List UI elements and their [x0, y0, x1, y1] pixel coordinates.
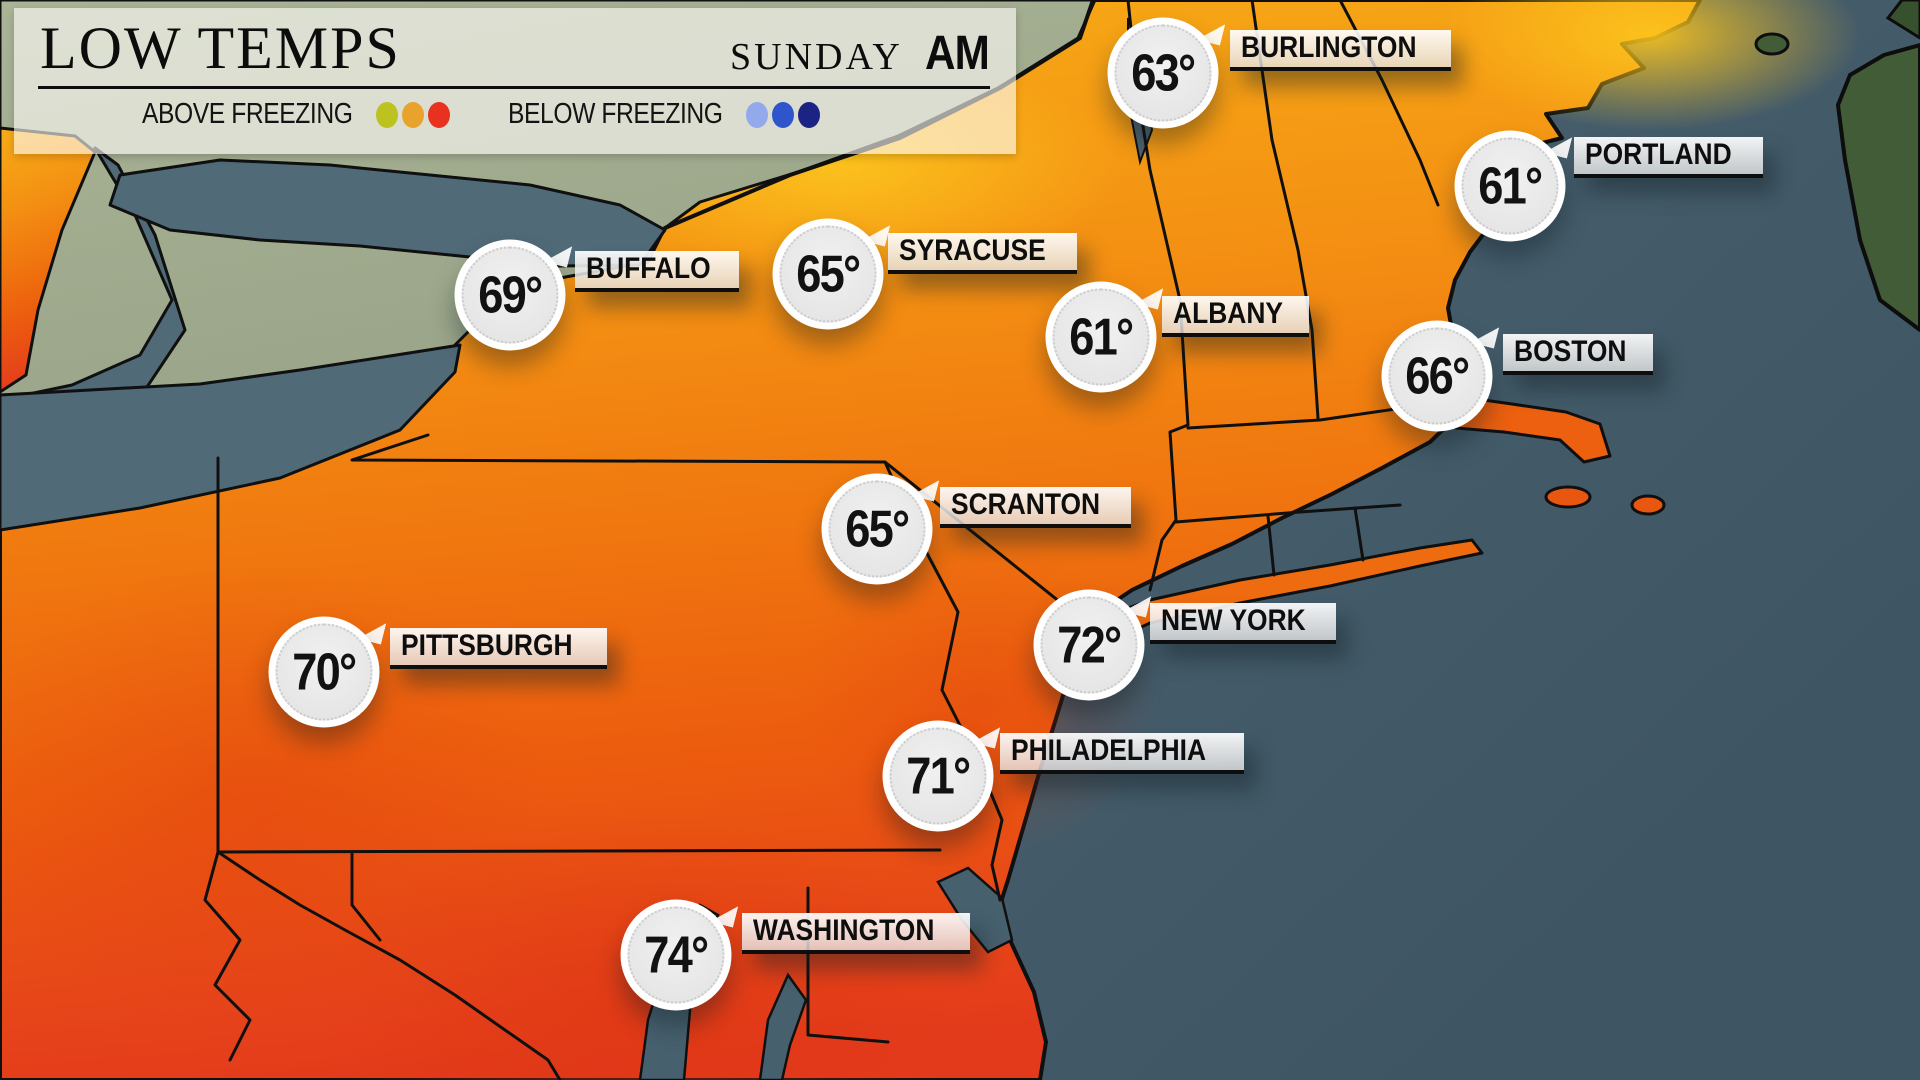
temp-circle: 66°	[1381, 320, 1493, 432]
temp-value: 63°	[1131, 44, 1196, 102]
temp-value: 72°	[1057, 616, 1122, 674]
city-label: PORTLAND	[1574, 137, 1763, 178]
temp-value: 66°	[1405, 347, 1470, 405]
temperature-legend: ABOVE FREEZING BELOW FREEZING	[142, 98, 821, 131]
city-name: PORTLAND	[1585, 138, 1732, 171]
valid-time: SUNDAY AM	[730, 26, 998, 81]
city-name: BUFFALO	[586, 252, 711, 285]
city-label: BOSTON	[1503, 334, 1653, 375]
legend-above-freezing: ABOVE FREEZING	[142, 98, 450, 131]
maritimes-land	[1836, 43, 1920, 332]
city-label: SYRACUSE	[888, 233, 1077, 274]
temp-value: 65°	[796, 245, 861, 303]
city-name: BURLINGTON	[1241, 31, 1417, 64]
temp-value: 61°	[1069, 308, 1134, 366]
legend-dot	[427, 101, 450, 128]
temp-circle: 70°	[268, 616, 380, 728]
temp-circle: 65°	[772, 218, 884, 330]
temp-circle: 61°	[1045, 281, 1157, 393]
temp-value: 70°	[292, 643, 357, 701]
day-label: SUNDAY	[730, 36, 903, 78]
city-name: PHILADELPHIA	[1011, 734, 1207, 767]
legend-below-label: BELOW FREEZING	[507, 98, 723, 130]
header-panel: LOW TEMPS SUNDAY AM ABOVE FREEZING BELOW…	[14, 8, 1016, 154]
city-name: BOSTON	[1514, 335, 1627, 368]
temp-circle: 69°	[454, 239, 566, 351]
temp-value: 61°	[1478, 157, 1543, 215]
city-label: WASHINGTON	[742, 913, 971, 954]
city-name: PITTSBURGH	[401, 629, 573, 662]
below-freezing-dots	[746, 101, 821, 128]
temp-value: 69°	[478, 266, 543, 324]
city-label: NEW YORK	[1150, 603, 1337, 644]
title-underline	[38, 86, 990, 89]
city-name: SYRACUSE	[899, 234, 1046, 267]
temp-circle: 61°	[1454, 130, 1566, 242]
temp-circle: 71°	[882, 720, 994, 832]
temp-circle: 63°	[1107, 17, 1219, 129]
page-title: LOW TEMPS	[40, 15, 401, 81]
lake-erie	[0, 343, 462, 532]
city-name: WASHINGTON	[753, 914, 935, 947]
legend-dot	[401, 101, 424, 128]
city-label: SCRANTON	[940, 487, 1132, 528]
legend-dot	[772, 101, 795, 128]
city-label: BUFFALO	[575, 251, 739, 292]
legend-below-freezing: BELOW FREEZING	[507, 98, 821, 131]
temp-value: 65°	[845, 500, 910, 558]
cape-cod	[1453, 394, 1612, 464]
legend-dot	[375, 101, 398, 128]
legend-above-label: ABOVE FREEZING	[142, 98, 353, 130]
city-label: PHILADELPHIA	[1000, 733, 1244, 774]
city-name: SCRANTON	[951, 488, 1101, 521]
legend-dot	[798, 101, 821, 128]
temp-circle: 65°	[821, 473, 933, 585]
temp-circle: 72°	[1033, 589, 1145, 701]
temp-circle: 74°	[620, 899, 732, 1011]
temp-value: 74°	[644, 926, 709, 984]
city-label: PITTSBURGH	[390, 628, 607, 669]
legend-dot	[746, 101, 769, 128]
city-label: BURLINGTON	[1230, 30, 1452, 71]
city-label: ALBANY	[1162, 296, 1309, 337]
city-name: NEW YORK	[1161, 604, 1306, 637]
temp-value: 71°	[906, 747, 971, 805]
period-label: AM	[924, 27, 990, 80]
city-name: ALBANY	[1173, 297, 1283, 330]
above-freezing-dots	[375, 101, 450, 128]
